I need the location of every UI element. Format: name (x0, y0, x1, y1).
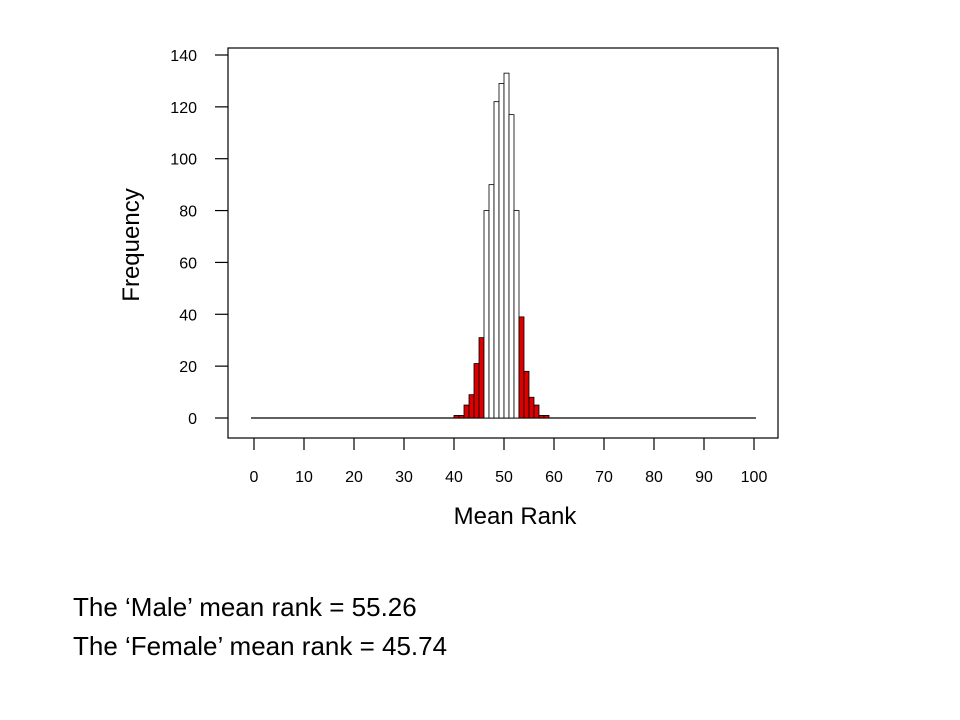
x-tick-label: 20 (345, 469, 363, 486)
histogram-bar (483, 210, 490, 419)
histogram-bar (488, 184, 495, 419)
y-tick-label: 0 (188, 411, 197, 428)
histogram-bar (533, 404, 540, 419)
histogram-bar (543, 415, 550, 419)
histogram-bar (528, 396, 535, 419)
histogram-bar (473, 363, 480, 419)
histogram-bar (463, 404, 470, 419)
female-mean-rank-text: The ‘Female’ mean rank = 45.74 (73, 631, 448, 661)
y-tick-label: 140 (170, 48, 197, 65)
y-tick-label: 100 (170, 152, 197, 169)
plot-frame (227, 47, 779, 439)
x-tick-label: 100 (741, 469, 768, 486)
x-tick-label: 50 (495, 469, 513, 486)
histogram-bar (478, 337, 485, 419)
bars-group (453, 72, 550, 419)
x-tick-label: 70 (595, 469, 613, 486)
x-tick-label: 90 (695, 469, 713, 486)
x-tick-label: 10 (295, 469, 313, 486)
histogram-bar (538, 415, 545, 419)
x-tick-label: 0 (250, 469, 259, 486)
x-axis: 0 10 20 30 40 50 60 70 80 90 100 (250, 438, 768, 486)
y-tick-label: 120 (170, 100, 197, 117)
histogram-bar (458, 415, 465, 419)
y-tick-label: 20 (179, 359, 197, 376)
x-tick-label: 30 (395, 469, 413, 486)
histogram-bar (508, 114, 515, 419)
x-tick-label: 40 (445, 469, 463, 486)
histogram-bar (453, 415, 460, 419)
x-axis-title: Mean Rank (454, 503, 578, 530)
x-tick-label: 80 (645, 469, 663, 486)
y-tick-label: 80 (179, 204, 197, 221)
y-axis: 0 20 40 60 80 100 120 140 (170, 48, 228, 428)
y-tick-label: 40 (179, 307, 197, 324)
histogram-bar (503, 72, 510, 419)
histogram-bar (513, 210, 520, 419)
histogram-bar (468, 394, 475, 419)
histogram-bar (493, 101, 500, 419)
histogram-bar (518, 316, 525, 419)
histogram-bar (523, 370, 530, 419)
male-mean-rank-text: The ‘Male’ mean rank = 55.26 (73, 592, 417, 622)
y-axis-title: Frequency (118, 188, 145, 301)
y-tick-label: 60 (179, 255, 197, 272)
histogram-bar (498, 83, 505, 419)
x-tick-label: 60 (545, 469, 563, 486)
